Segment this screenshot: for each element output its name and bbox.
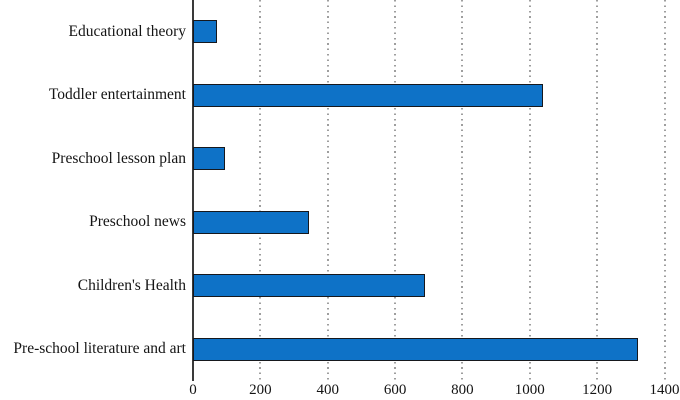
category-label: Educational theory — [68, 22, 187, 40]
category-label: Preschool news — [89, 213, 186, 231]
category-label: Children's Health — [77, 276, 186, 294]
bar-preschool-lesson-plan — [193, 147, 225, 171]
bar-educational-theory — [193, 20, 217, 44]
x-tick-label-200: 200 — [249, 382, 272, 398]
plot-area: 0 200 400 600 800 1000 1200 1400 — [189, 0, 680, 398]
gridline-x-600 — [394, 0, 397, 381]
bar-toddler-entertainment — [193, 83, 544, 107]
bar-preschool-news — [193, 210, 310, 234]
x-tick-label-800: 800 — [451, 382, 474, 398]
gridline-x-200 — [259, 0, 262, 381]
gridline-x-800 — [461, 0, 464, 381]
category-label: Preschool lesson plan — [51, 149, 186, 167]
x-tick-label-1000: 1000 — [514, 382, 545, 398]
x-tick-label-600: 600 — [383, 382, 407, 398]
category-label: Pre-school literature and art — [13, 340, 186, 358]
y-axis-line — [192, 0, 194, 381]
category-label: Toddler entertainment — [48, 86, 186, 104]
bar-children-s-health — [193, 274, 426, 298]
gridline-x-1400 — [663, 0, 666, 381]
bar-pre-school-literature-and-art — [193, 337, 638, 361]
gridline-x-1200 — [596, 0, 599, 381]
x-tick-label-1400: 1400 — [649, 382, 680, 398]
gridline-x-400 — [326, 0, 329, 381]
x-tick-label-400: 400 — [316, 382, 339, 398]
x-tick-label-1200: 1200 — [582, 382, 613, 398]
gridline-x-1000 — [528, 0, 531, 381]
x-tick-label-0: 0 — [189, 382, 197, 398]
